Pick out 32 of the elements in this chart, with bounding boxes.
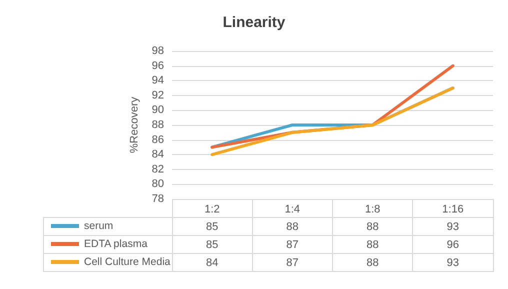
y-tick-label: 84 [152, 148, 164, 161]
y-tick-label: 80 [152, 178, 164, 190]
y-axis-title: %Recovery [128, 96, 140, 154]
legend-label: serum [84, 220, 114, 232]
data-label: 85 [172, 218, 252, 236]
chart-title: Linearity [222, 14, 286, 31]
data-label: 88 [332, 236, 413, 254]
x-tick-label: 1:8 [364, 204, 380, 216]
data-label: 87 [252, 254, 332, 272]
legend-label: EDTA plasma [84, 238, 148, 250]
y-tick-label: 78 [152, 193, 164, 205]
y-tick-label: 86 [152, 134, 164, 146]
y-tick-label: 82 [152, 163, 164, 176]
x-tick-label: 1:4 [284, 204, 300, 216]
data-label: 88 [252, 218, 332, 236]
y-tick-label: 90 [152, 104, 164, 116]
data-label: 96 [412, 236, 493, 254]
data-label: 87 [252, 236, 332, 254]
data-label: 85 [172, 236, 252, 254]
y-tick-label: 96 [152, 60, 164, 72]
x-tick-label: 1:16 [442, 204, 464, 216]
data-label: 84 [172, 254, 252, 272]
legend-label: Cell Culture Media [84, 256, 171, 268]
y-tick-label: 98 [152, 45, 164, 57]
data-label: 93 [412, 254, 493, 272]
data-label: 88 [332, 254, 413, 272]
data-label: 88 [332, 218, 413, 236]
x-tick-label: 1:2 [204, 204, 220, 216]
data-label: 93 [412, 218, 493, 236]
y-tick-label: 94 [152, 74, 164, 87]
y-tick-label: 92 [152, 89, 164, 102]
y-tick-label: 88 [152, 119, 164, 131]
